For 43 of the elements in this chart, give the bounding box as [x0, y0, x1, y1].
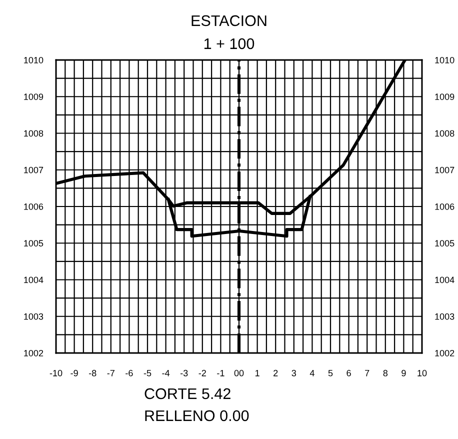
x-tick-label: -7: [107, 370, 114, 376]
y-tick-label: 1002: [24, 350, 44, 356]
x-tick-label: 5: [328, 370, 333, 376]
x-tick-label: -5: [144, 370, 152, 376]
x-tick-label: 4: [310, 370, 314, 376]
x-tick-label: 00: [234, 370, 244, 376]
y2-tick-label: 1006: [435, 203, 454, 210]
x-tick-label: -2: [198, 370, 206, 376]
y2-tick-label: 1003: [435, 313, 454, 320]
y2-tick-label: 1007: [435, 166, 454, 174]
y-tick-label: 1006: [24, 203, 44, 210]
x-tick-label: 8: [383, 370, 388, 376]
y-tick-label: 1004: [24, 276, 44, 284]
x-tick-label: -1: [217, 370, 224, 376]
text: RELLENO 0.00: [145, 410, 249, 422]
x-tick-label: 9: [402, 370, 406, 376]
y2-tick-label: 1002: [435, 350, 454, 356]
x-tick-label: 6: [346, 370, 351, 376]
y2-tick-label: 1008: [435, 130, 454, 137]
chart-title: ESTACION: [192, 15, 266, 26]
x-tick-label: -4: [162, 370, 170, 376]
y-tick-label: 1010: [24, 56, 44, 64]
y-tick-label: 1009: [24, 94, 44, 100]
x-tick-label: 10: [418, 370, 427, 376]
x-tick-label: 1: [255, 370, 260, 376]
x-tick-label: -8: [88, 370, 96, 376]
chart-subtitle: 1 + 100: [204, 38, 254, 50]
x-tick-label: -3: [180, 370, 188, 376]
y-tick-label: 1007: [24, 166, 44, 174]
x-tick-label: 3: [292, 370, 296, 376]
text: CORTE 5.42: [144, 388, 230, 400]
x-tick-label: 7: [365, 370, 370, 376]
x-tick-label: -6: [126, 370, 133, 376]
x-tick-label: -10: [50, 370, 62, 376]
y2-tick-label: 1009: [435, 94, 454, 100]
y2-tick-label: 1004: [435, 276, 454, 284]
y-tick-label: 1005: [24, 240, 44, 246]
y-tick-label: 1008: [24, 130, 44, 137]
y2-tick-label: 1010: [435, 56, 454, 64]
x-tick-label: 2: [274, 370, 278, 376]
y-tick-label: 1003: [24, 313, 44, 320]
x-tick-label: -9: [70, 370, 78, 376]
y2-tick-label: 1005: [435, 240, 454, 246]
